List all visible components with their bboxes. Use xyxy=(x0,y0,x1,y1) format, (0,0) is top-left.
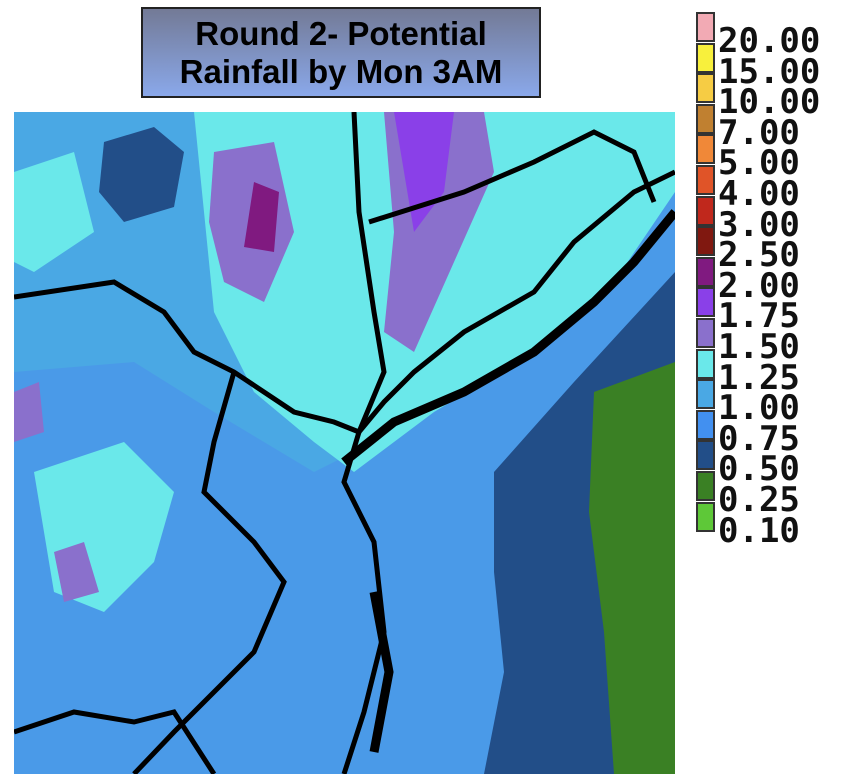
legend-swatch xyxy=(696,318,715,348)
legend-label: 1.00 xyxy=(718,388,800,429)
legend-label: 7.00 xyxy=(718,112,800,153)
legend-label: 15.00 xyxy=(718,51,821,92)
legend-label: 5.00 xyxy=(718,143,800,184)
legend-swatch xyxy=(696,226,715,257)
legend-swatch xyxy=(696,12,715,42)
legend-swatch xyxy=(696,73,715,104)
zone-1-25-coast xyxy=(14,152,94,272)
rainfall-map xyxy=(14,112,675,774)
legend-swatch xyxy=(696,42,715,73)
legend-label: 3.00 xyxy=(718,204,800,245)
legend-label: 0.25 xyxy=(718,480,800,520)
legend-label: 10.00 xyxy=(718,82,821,123)
map-title: Round 2- Potential Rainfall by Mon 3AM xyxy=(141,7,541,98)
legend-swatch xyxy=(696,348,715,379)
color-legend: 20.00 15.00 10.00 7.00 5.00 4.00 3.00 2.50 2.00 1… xyxy=(696,12,860,774)
zone-1-50-west2 xyxy=(14,382,44,442)
state-borders xyxy=(14,112,675,774)
zone-0-50-nw xyxy=(99,127,184,222)
legend-label: 1.50 xyxy=(718,327,800,367)
legend-swatch xyxy=(696,409,715,440)
legend-label: 2.00 xyxy=(718,265,800,306)
legend-swatch xyxy=(696,287,715,318)
legend-label: 0.75 xyxy=(718,418,800,459)
zone-1-75 xyxy=(394,112,454,232)
legend-swatch xyxy=(696,165,715,195)
title-line-2: Rainfall by Mon 3AM xyxy=(179,52,503,90)
legend-swatch xyxy=(696,103,715,134)
legend-swatch xyxy=(696,134,715,165)
title-line-1: Round 2- Potential xyxy=(195,14,487,52)
legend-label: 20.00 xyxy=(718,21,821,61)
legend-swatch xyxy=(696,195,715,226)
legend-swatch xyxy=(696,379,715,410)
legend-swatch xyxy=(696,256,715,287)
legend-swatch xyxy=(696,501,715,532)
coastline xyxy=(341,209,675,753)
zone-0-25 xyxy=(589,362,675,774)
legend-swatch xyxy=(696,440,715,471)
legend-label: 1.25 xyxy=(718,357,800,398)
legend-label: 2.50 xyxy=(718,235,800,276)
legend-label: 0.10 xyxy=(718,510,800,551)
legend-label: 4.00 xyxy=(718,174,800,214)
zone-2-00 xyxy=(244,182,279,252)
legend-swatch xyxy=(696,471,715,501)
zone-1-50-west xyxy=(54,542,99,602)
legend-label: 1.75 xyxy=(718,296,800,337)
legend-label: 0.50 xyxy=(718,449,800,490)
